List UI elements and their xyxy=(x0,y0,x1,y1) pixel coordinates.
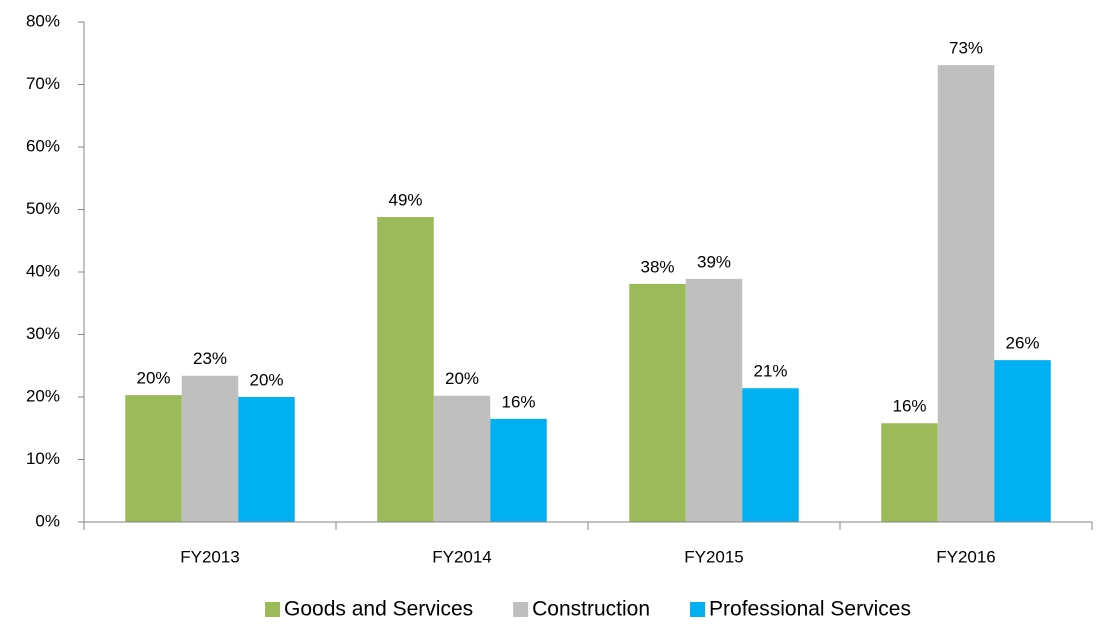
data-label: 39% xyxy=(697,252,731,271)
data-label: 20% xyxy=(136,369,170,388)
legend-swatch xyxy=(690,602,706,617)
bar xyxy=(433,395,491,522)
x-tick-label: FY2014 xyxy=(432,547,492,566)
bar xyxy=(685,278,743,522)
data-label: 38% xyxy=(640,257,674,276)
data-label: 23% xyxy=(193,349,227,368)
data-label: 26% xyxy=(1005,334,1039,353)
y-tick-label: 10% xyxy=(26,449,60,468)
data-label: 21% xyxy=(753,362,787,381)
bar xyxy=(994,360,1051,522)
y-tick-label: 80% xyxy=(26,11,60,30)
legend-label: Professional Services xyxy=(709,598,911,621)
bar xyxy=(181,375,239,522)
bar xyxy=(937,65,995,522)
bar xyxy=(238,397,295,522)
data-label: 16% xyxy=(892,397,926,416)
bar xyxy=(125,395,182,522)
data-label: 16% xyxy=(501,392,535,411)
y-tick-label: 30% xyxy=(26,324,60,343)
bar xyxy=(629,283,686,522)
legend-swatch xyxy=(513,602,529,617)
x-tick-label: FY2016 xyxy=(936,547,996,566)
bar xyxy=(377,217,434,522)
y-tick-label: 40% xyxy=(26,261,60,280)
x-tick-label: FY2015 xyxy=(684,547,744,566)
y-tick-label: 60% xyxy=(26,136,60,155)
legend-swatch xyxy=(265,602,281,617)
data-label: 20% xyxy=(445,369,479,388)
data-label: 49% xyxy=(388,190,422,209)
y-tick-label: 50% xyxy=(26,199,60,218)
y-tick-label: 20% xyxy=(26,386,60,405)
bar xyxy=(490,418,547,522)
bar xyxy=(881,423,938,522)
legend-label: Goods and Services xyxy=(284,598,473,621)
y-tick-label: 70% xyxy=(26,74,60,93)
y-tick-label: 0% xyxy=(35,511,60,530)
x-tick-label: FY2013 xyxy=(180,547,240,566)
data-label: 20% xyxy=(249,370,283,389)
legend-label: Construction xyxy=(532,598,650,621)
bar xyxy=(742,388,799,522)
data-label: 73% xyxy=(949,39,983,58)
